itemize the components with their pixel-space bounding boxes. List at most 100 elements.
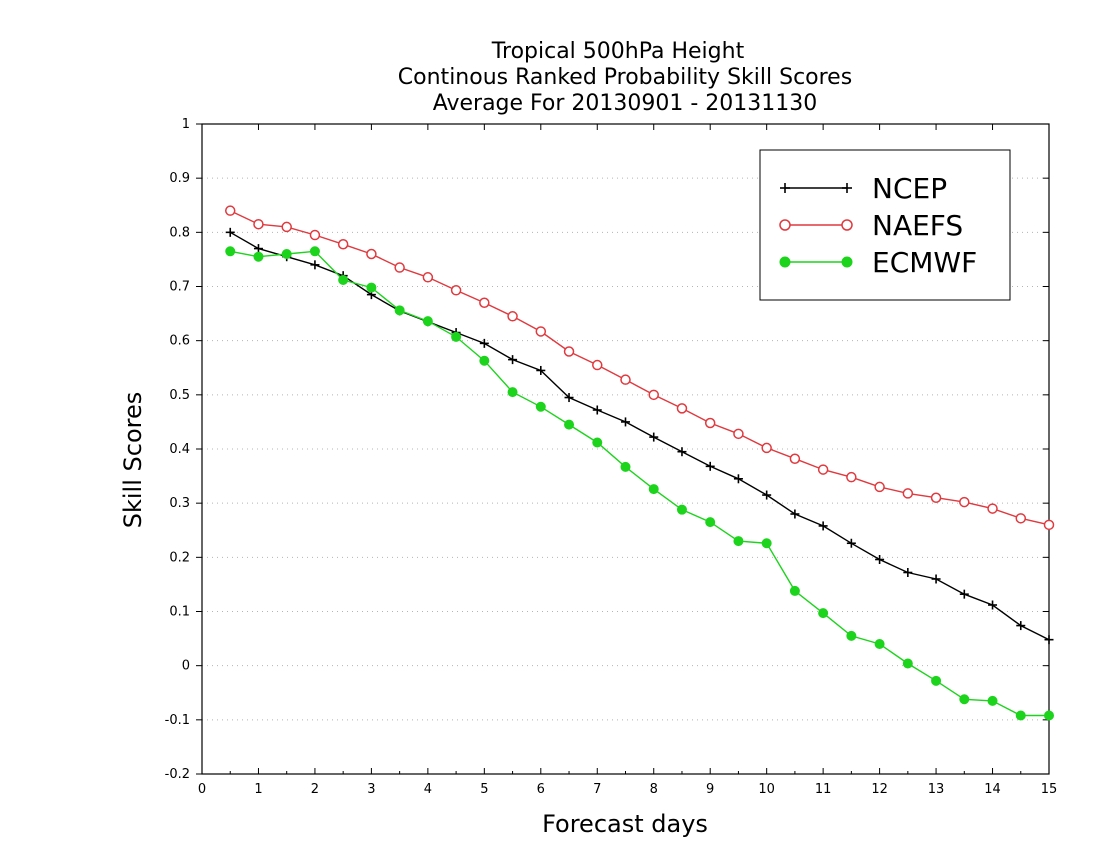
data-point [281, 221, 292, 233]
data-point [564, 419, 575, 430]
data-point [780, 183, 790, 193]
data-point [394, 305, 405, 316]
data-point [779, 219, 791, 231]
data-point [704, 417, 716, 429]
data-point [762, 490, 772, 500]
data-point [536, 365, 546, 375]
data-point [846, 630, 857, 641]
data-point [1043, 519, 1055, 531]
data-point [564, 393, 574, 403]
x-axis-label: Forecast days [542, 810, 708, 838]
x-tick-label: 5 [480, 782, 488, 797]
data-point [338, 275, 349, 285]
data-point [253, 218, 264, 230]
data-point [705, 461, 715, 471]
data-point [789, 585, 800, 596]
data-point [649, 432, 659, 442]
x-tick-label: 3 [367, 782, 375, 797]
y-tick-label: 0.5 [169, 388, 190, 403]
data-point [479, 297, 490, 308]
data-point [818, 521, 828, 531]
x-tick-label: 14 [984, 782, 1001, 797]
y-tick-label: 0.4 [169, 442, 190, 457]
data-point [621, 417, 630, 427]
data-point [507, 387, 518, 398]
data-point [479, 338, 489, 348]
series-line-ncep [229, 231, 1050, 641]
x-tick-label: 0 [198, 782, 206, 797]
data-point [394, 262, 405, 273]
legend-label: NAEFS [872, 209, 963, 242]
y-tick-label: 0 [182, 659, 190, 674]
y-tick-label: 0.6 [169, 334, 190, 349]
data-point [224, 205, 236, 216]
data-point [818, 608, 829, 619]
x-tick-label: 6 [537, 782, 545, 797]
x-axis: 0 1 2 3 4 5 6 7 8 9 10 11 12 13 14 15 [198, 124, 1057, 797]
data-point [902, 658, 913, 669]
data-point [846, 538, 856, 548]
data-point [563, 346, 575, 357]
series-ncep [225, 227, 1054, 645]
data-point [366, 248, 377, 260]
title-line-3: Average For 20130901 - 20131130 [433, 91, 818, 116]
x-tick-label: 13 [928, 782, 945, 797]
y-tick-label: 0.9 [169, 171, 190, 186]
data-point [366, 282, 377, 293]
title-line-1: Tropical 500hPa Height [491, 39, 745, 64]
data-point [903, 568, 913, 577]
legend-item-ecmwf: ECMWF [779, 246, 977, 279]
data-point [422, 272, 434, 283]
data-point [987, 503, 998, 514]
data-point [337, 239, 349, 250]
data-point [988, 600, 998, 610]
data-point [846, 471, 857, 483]
data-point [1016, 621, 1026, 631]
data-point [817, 464, 829, 475]
y-tick-label: 0.3 [169, 496, 190, 511]
data-point [620, 461, 631, 472]
data-point [310, 260, 320, 270]
chart-title: Tropical 500hPa Height Continous Ranked … [398, 39, 852, 116]
data-point [535, 326, 547, 337]
data-point [789, 453, 801, 464]
x-tick-label: 10 [758, 782, 775, 797]
x-tick-label: 2 [311, 782, 319, 797]
data-point [281, 249, 292, 259]
legend-items: NCEP NAEFS ECMWF [779, 172, 977, 279]
y-tick-label: 0.7 [169, 280, 190, 295]
series-naefs [224, 205, 1055, 531]
data-point [479, 355, 490, 366]
y-tick-label: 1 [182, 117, 190, 132]
legend-item-naefs: NAEFS [779, 209, 963, 242]
data-point [508, 355, 518, 365]
data-point [842, 183, 852, 193]
data-point [902, 488, 914, 499]
series-line-ecmwf [230, 250, 1049, 717]
y-tick-label: -0.1 [165, 713, 190, 728]
data-point [677, 447, 687, 457]
data-point [676, 504, 687, 515]
data-point [422, 316, 433, 327]
data-point [790, 509, 800, 519]
data-point [733, 428, 744, 440]
x-tick-label: 4 [424, 782, 432, 797]
data-point [733, 536, 744, 547]
y-axis: -0.2 -0.1 0 0.1 0.2 0.3 0.4 0.5 0.6 0.7 0.8 0.9 1 [165, 117, 1049, 782]
data-point [1015, 710, 1026, 721]
data-point [779, 256, 791, 268]
data-point [761, 538, 772, 549]
data-point [592, 437, 603, 448]
data-point [253, 244, 263, 254]
data-point [874, 481, 885, 493]
data-point [874, 639, 885, 649]
data-point [841, 256, 853, 268]
data-point [931, 574, 941, 584]
legend-item-ncep: NCEP [780, 172, 947, 205]
x-tick-label: 1 [254, 782, 262, 797]
data-point [959, 496, 970, 508]
series-layer [224, 205, 1055, 721]
data-point [592, 405, 602, 415]
data-point [225, 227, 235, 237]
